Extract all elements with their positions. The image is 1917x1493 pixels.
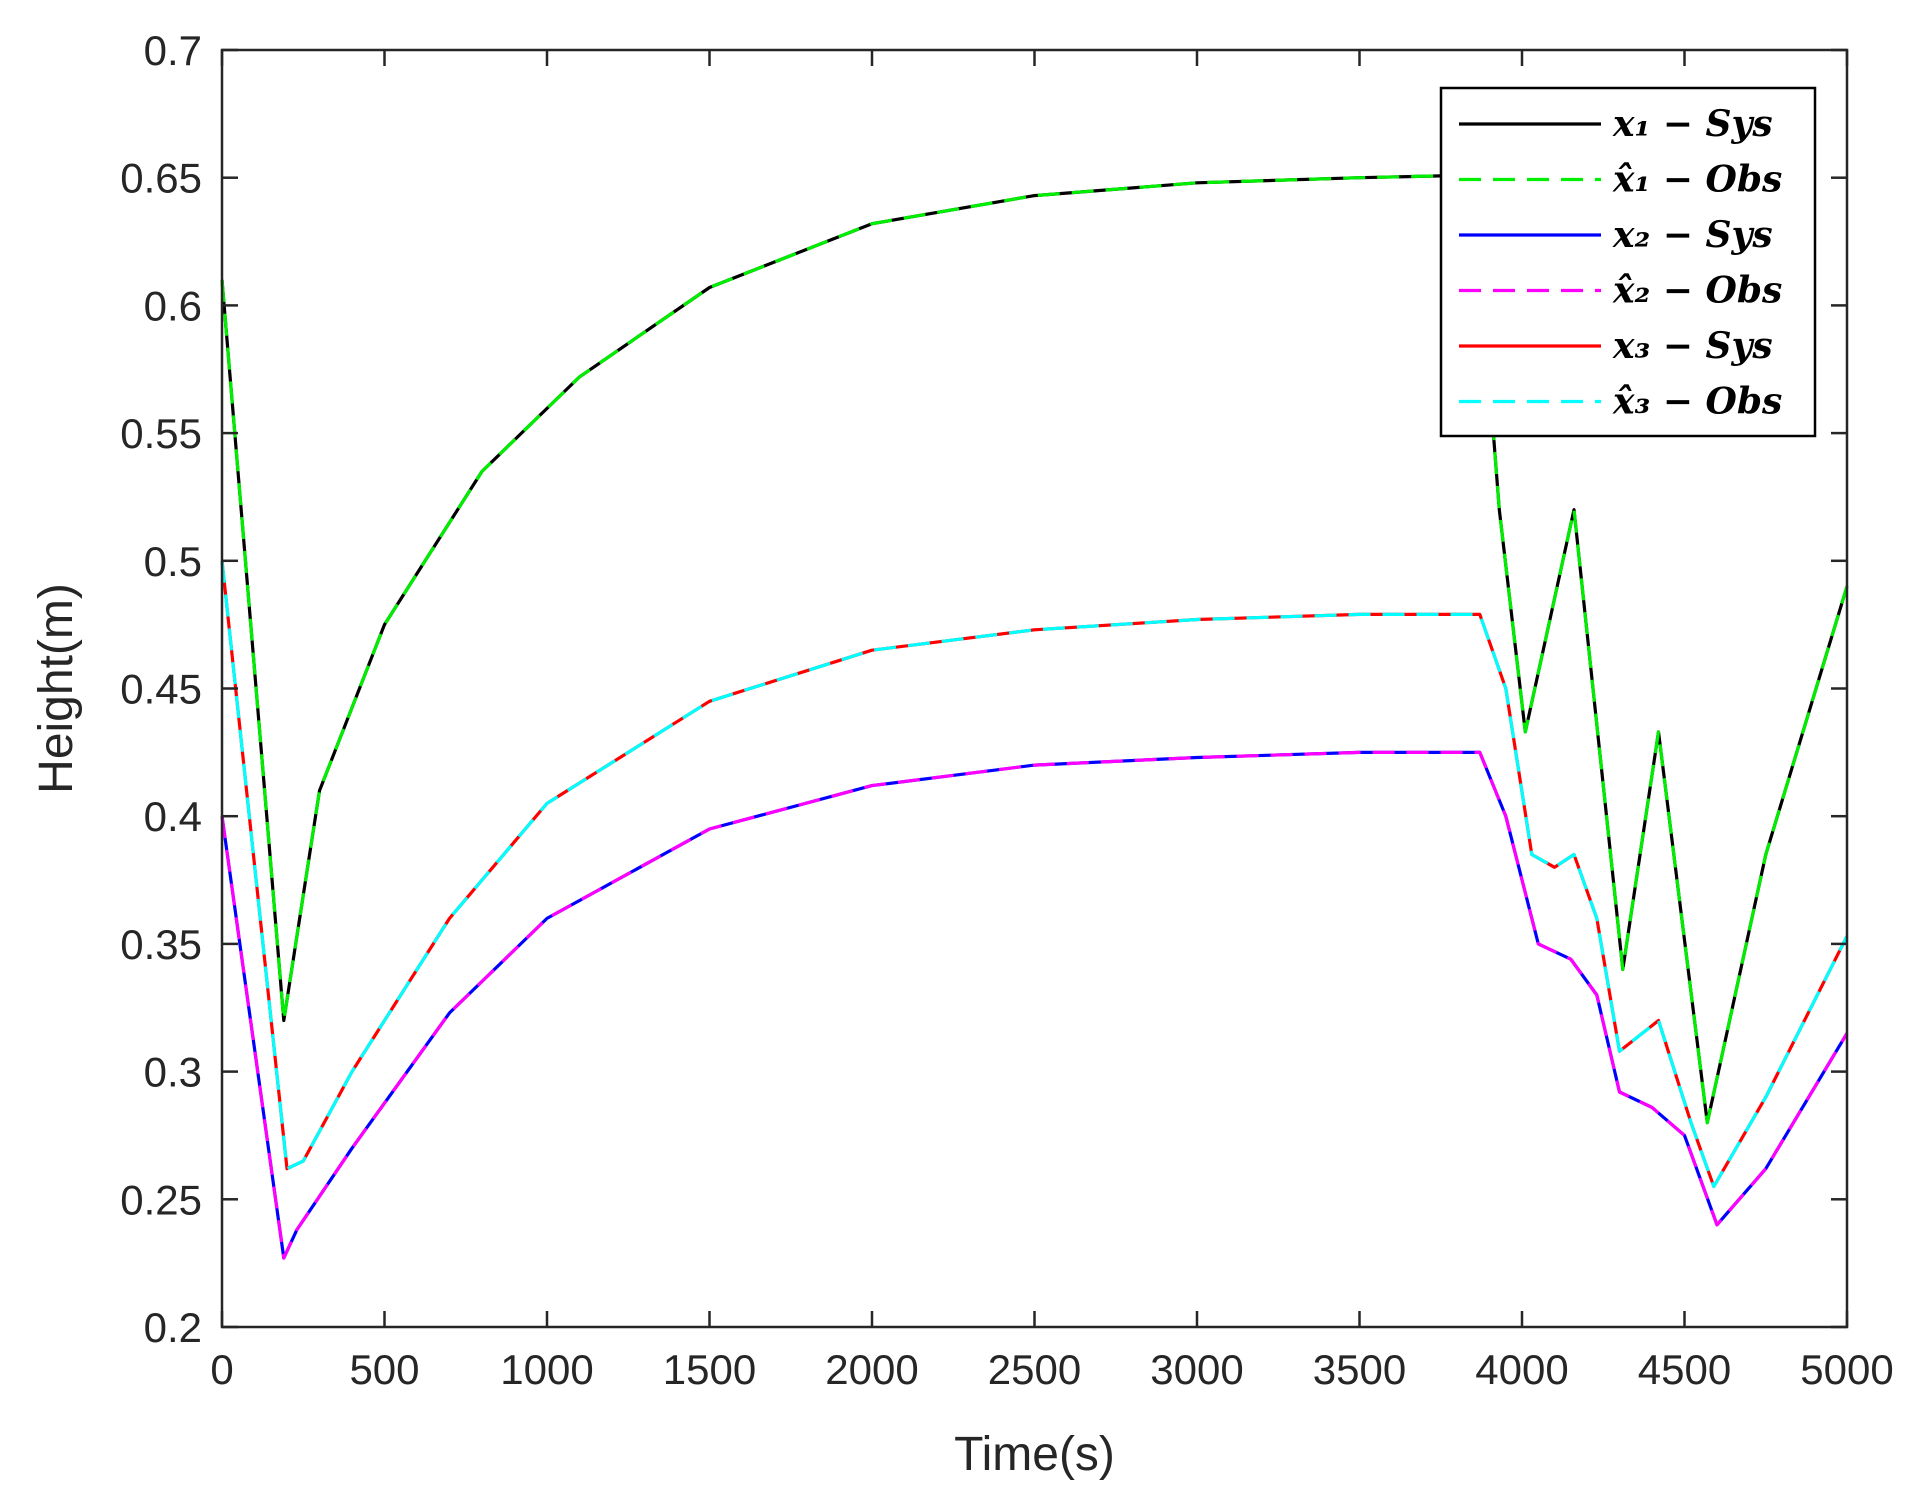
tick-labels: 0 500 1000 1500 2000 2500 3000 3500 4000 4500 5000…: [120, 27, 1893, 1393]
x-tick-label: 500: [349, 1346, 419, 1393]
y-axis-label: Height(m): [30, 583, 83, 794]
legend-label-5: x₃ − Sys: [1612, 325, 1773, 367]
legend-label-6: x̂₃ − Obs: [1612, 381, 1782, 423]
series-line-2: [220, 173, 1849, 1125]
y-tick-label: 0.3: [144, 1049, 202, 1096]
y-tick-label: 0.35: [120, 921, 202, 968]
series-line-4: [220, 750, 1849, 1260]
y-tick-label: 0.4: [144, 793, 202, 840]
x-axis-label: Time(s): [954, 1428, 1115, 1481]
legend-label-4: x̂₂ − Obs: [1612, 270, 1782, 312]
y-tick-label: 0.65: [120, 155, 202, 202]
x-tick-label: 3500: [1313, 1346, 1406, 1393]
x-tick-label: 3000: [1150, 1346, 1243, 1393]
y-tick-label: 0.25: [120, 1176, 202, 1223]
x-tick-label: 5000: [1800, 1346, 1893, 1393]
legend: x₁ − Sys x̂₁ − Obs x₂ − Sys x̂₂ − Obs x₃ − S…: [1439, 86, 1817, 438]
legend-label-3: x₂ − Sys: [1612, 214, 1773, 256]
y-tick-label: 0.55: [120, 410, 202, 457]
legend-label-2: x̂₁ − Obs: [1612, 159, 1782, 201]
y-tick-label: 0.7: [144, 27, 202, 74]
x-tick-label: 0: [210, 1346, 233, 1393]
plot-lines: [220, 173, 1849, 1260]
y-tick-label: 0.2: [144, 1304, 202, 1351]
y-tick-label: 0.5: [144, 538, 202, 585]
x-tick-label: 2500: [988, 1346, 1081, 1393]
y-tick-label: 0.6: [144, 282, 202, 329]
y-tick-label: 0.45: [120, 666, 202, 713]
x-tick-label: 1000: [500, 1346, 593, 1393]
legend-box: [1439, 86, 1817, 438]
x-tick-label: 4500: [1638, 1346, 1731, 1393]
x-tick-label: 4000: [1475, 1346, 1568, 1393]
axis-ticks: [220, 48, 1849, 1329]
series-line-6: [220, 560, 1849, 1189]
x-tick-label: 2000: [825, 1346, 918, 1393]
x-tick-label: 1500: [663, 1346, 756, 1393]
legend-label-1: x₁ − Sys: [1612, 103, 1773, 145]
